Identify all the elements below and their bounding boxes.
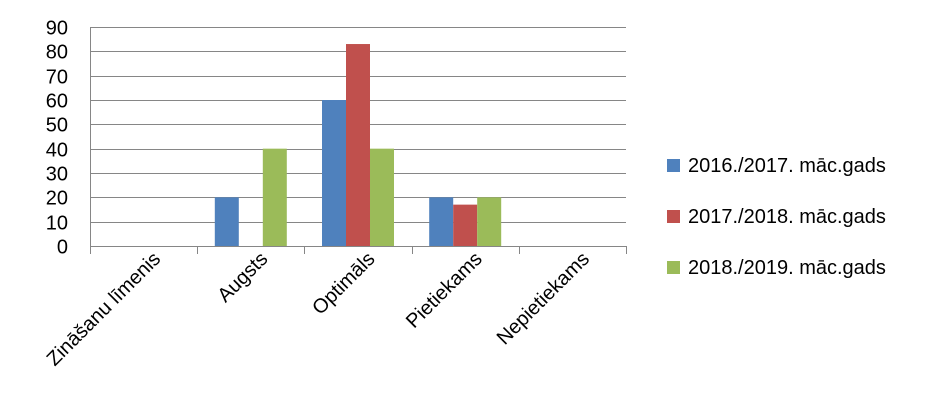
- x-axis: Zināšanu līmenis Augsts Optimāls Pietiekams…: [43, 246, 627, 370]
- y-tick-label: 90: [46, 18, 68, 40]
- bar: [346, 44, 370, 247]
- bar: [262, 148, 287, 246]
- bar: [453, 204, 478, 246]
- legend-label: 2017./2018. māc.gads: [688, 206, 886, 228]
- bars: [214, 44, 502, 247]
- x-category-label: Pietiekams: [402, 248, 487, 333]
- legend-label: 2018./2019. māc.gads: [688, 257, 886, 279]
- bar: [477, 197, 502, 246]
- legend-label: 2016./2017. māc.gads: [688, 155, 886, 177]
- x-category-label: Optimāls: [308, 248, 379, 319]
- legend-swatch: [667, 159, 680, 172]
- y-tick-label: 20: [46, 188, 68, 210]
- y-tick-label: 60: [46, 91, 68, 113]
- x-category-label: Zināšanu līmenis: [43, 248, 165, 370]
- bar: [370, 148, 394, 246]
- legend-swatch: [667, 261, 680, 274]
- x-category-label: Augsts: [214, 248, 273, 307]
- y-tick-label: 40: [46, 140, 68, 162]
- x-category-label: Nepietiekams: [493, 248, 594, 349]
- bar: [429, 197, 454, 246]
- y-tick-label: 30: [46, 164, 68, 186]
- y-tick-label: 80: [46, 42, 68, 64]
- legend: 2016./2017. māc.gads 2017./2018. māc.gads…: [667, 155, 886, 279]
- legend-swatch: [667, 210, 680, 223]
- y-tick-label: 70: [46, 67, 68, 89]
- bar: [214, 197, 239, 246]
- y-tick-label: 10: [46, 213, 68, 235]
- bar: [322, 100, 346, 246]
- y-tick-label: 0: [57, 237, 68, 259]
- y-tick-label: 50: [46, 115, 68, 137]
